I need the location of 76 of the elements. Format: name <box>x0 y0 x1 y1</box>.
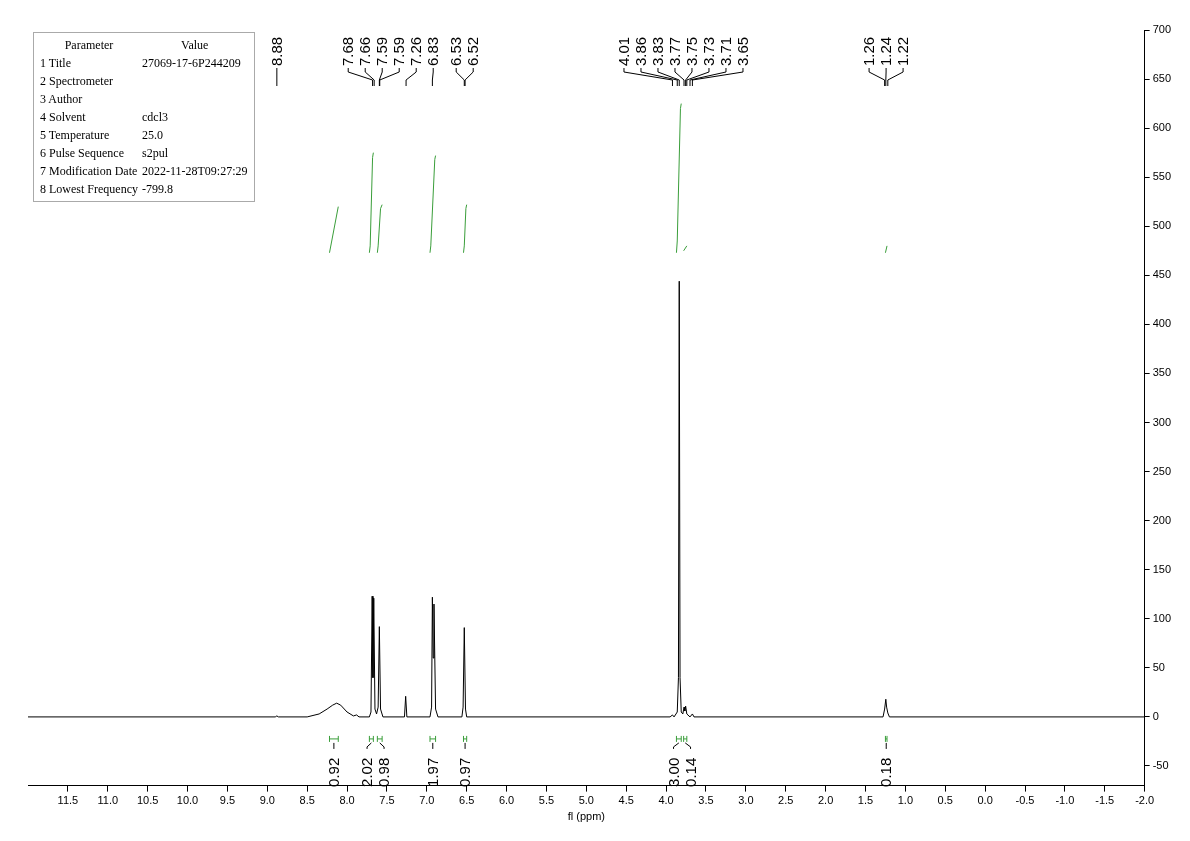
x-tick-label: 6.0 <box>498 794 515 807</box>
text: Parameter Value <box>64 38 209 52</box>
annotation: 6.83 <box>424 36 442 66</box>
annotation: 1.26 <box>860 36 878 66</box>
y-tick-label: 50 <box>1152 660 1165 673</box>
annotation: 1.24 <box>877 36 895 66</box>
y-tick-label: -50 <box>1152 759 1169 772</box>
x-tick-label: 9.0 <box>259 794 275 807</box>
y-tick-label: 350 <box>1152 366 1172 379</box>
annotation: 3.00 <box>664 757 682 787</box>
x-tick-label: 2.0 <box>817 794 834 807</box>
annotation: 3.71 <box>716 36 734 66</box>
annotation: 6.52 <box>464 36 482 66</box>
y-tick-label: 600 <box>1152 121 1172 134</box>
y-tick-label: 700 <box>1152 23 1172 36</box>
annotation: 3.83 <box>648 36 666 66</box>
x-tick-label: 7.0 <box>419 794 435 807</box>
annotation: 7.59 <box>390 36 408 66</box>
y-tick-label: 650 <box>1152 72 1172 85</box>
text: 1 Title 27069-17-6P244209 <box>40 56 241 70</box>
annotation: 1.97 <box>423 757 441 787</box>
x-tick-label: -0.5 <box>1015 794 1035 807</box>
x-tick-label: 0.0 <box>977 794 993 807</box>
x-tick-label: 5.5 <box>538 794 555 807</box>
annotation: 3.86 <box>631 36 649 66</box>
y-tick-label: 150 <box>1152 562 1172 575</box>
annotation: 8.88 <box>267 36 285 66</box>
x-tick-label: 3.5 <box>698 794 714 807</box>
x-tick-label: -2.0 <box>1135 794 1155 807</box>
annotation: 2 Spectrometer <box>40 73 114 90</box>
y-tick-label: 400 <box>1152 317 1172 330</box>
x-tick-label: 8.0 <box>339 794 355 807</box>
x-tick-label: 2.5 <box>778 794 794 807</box>
annotation: 1.22 <box>894 36 912 66</box>
x-tick-label: 7.5 <box>379 794 395 807</box>
x-tick-label: 1.0 <box>897 794 914 807</box>
x-axis-title: fl (ppm) <box>567 810 605 823</box>
x-tick-label: -1.0 <box>1055 794 1075 807</box>
y-tick-label: 200 <box>1152 513 1172 526</box>
x-tick-label: 10.0 <box>176 794 199 807</box>
x-tick-label: 6.5 <box>459 794 475 807</box>
annotation: 6.53 <box>447 36 465 66</box>
x-tick-label: 5.0 <box>578 794 594 807</box>
annotation: 4.01 <box>614 36 632 66</box>
x-tick-label: 1.5 <box>857 794 874 807</box>
y-tick-label: 0 <box>1152 709 1159 722</box>
annotation: 7 Modification Date 2022-11-28T09:27:29 <box>40 163 248 180</box>
x-tick-label: 10.5 <box>136 794 159 807</box>
x-tick-label: 0.5 <box>937 794 953 807</box>
x-tick-label: 11.5 <box>57 794 79 807</box>
y-tick-label: 450 <box>1152 268 1172 281</box>
x-tick-label: 11.0 <box>97 794 119 807</box>
x-tick-label: 4.0 <box>658 794 674 807</box>
y-tick-label: 250 <box>1152 464 1172 477</box>
annotation: 3.75 <box>682 36 700 66</box>
x-tick-label: 3.0 <box>738 794 754 807</box>
annotation: 3 Author <box>40 91 84 108</box>
y-tick-label: 500 <box>1152 219 1172 232</box>
y-tick-label: 300 <box>1152 415 1172 428</box>
x-tick-label: -1.5 <box>1095 794 1115 807</box>
annotation: 7.26 <box>407 36 425 66</box>
x-tick-label: 8.5 <box>299 794 315 807</box>
annotation: 8 Lowest Frequency -799.8 <box>40 181 174 198</box>
y-tick-label: 100 <box>1152 611 1172 624</box>
x-tick-label: 9.5 <box>219 794 236 807</box>
text: 5 Temperature 25.0 <box>40 128 163 142</box>
annotation: 7.59 <box>373 36 391 66</box>
y-tick-label: 550 <box>1152 170 1172 183</box>
annotation: 3.73 <box>699 36 717 66</box>
annotation: 7.68 <box>339 36 357 66</box>
annotation: 3.65 <box>733 36 751 66</box>
text: 4 Solvent cdcl3 <box>40 110 168 124</box>
text: 6 Pulse Sequence s2pul <box>40 146 168 160</box>
x-tick-label: 4.5 <box>618 794 634 807</box>
annotation: 7.66 <box>356 36 374 66</box>
annotation: 3.77 <box>665 36 683 66</box>
